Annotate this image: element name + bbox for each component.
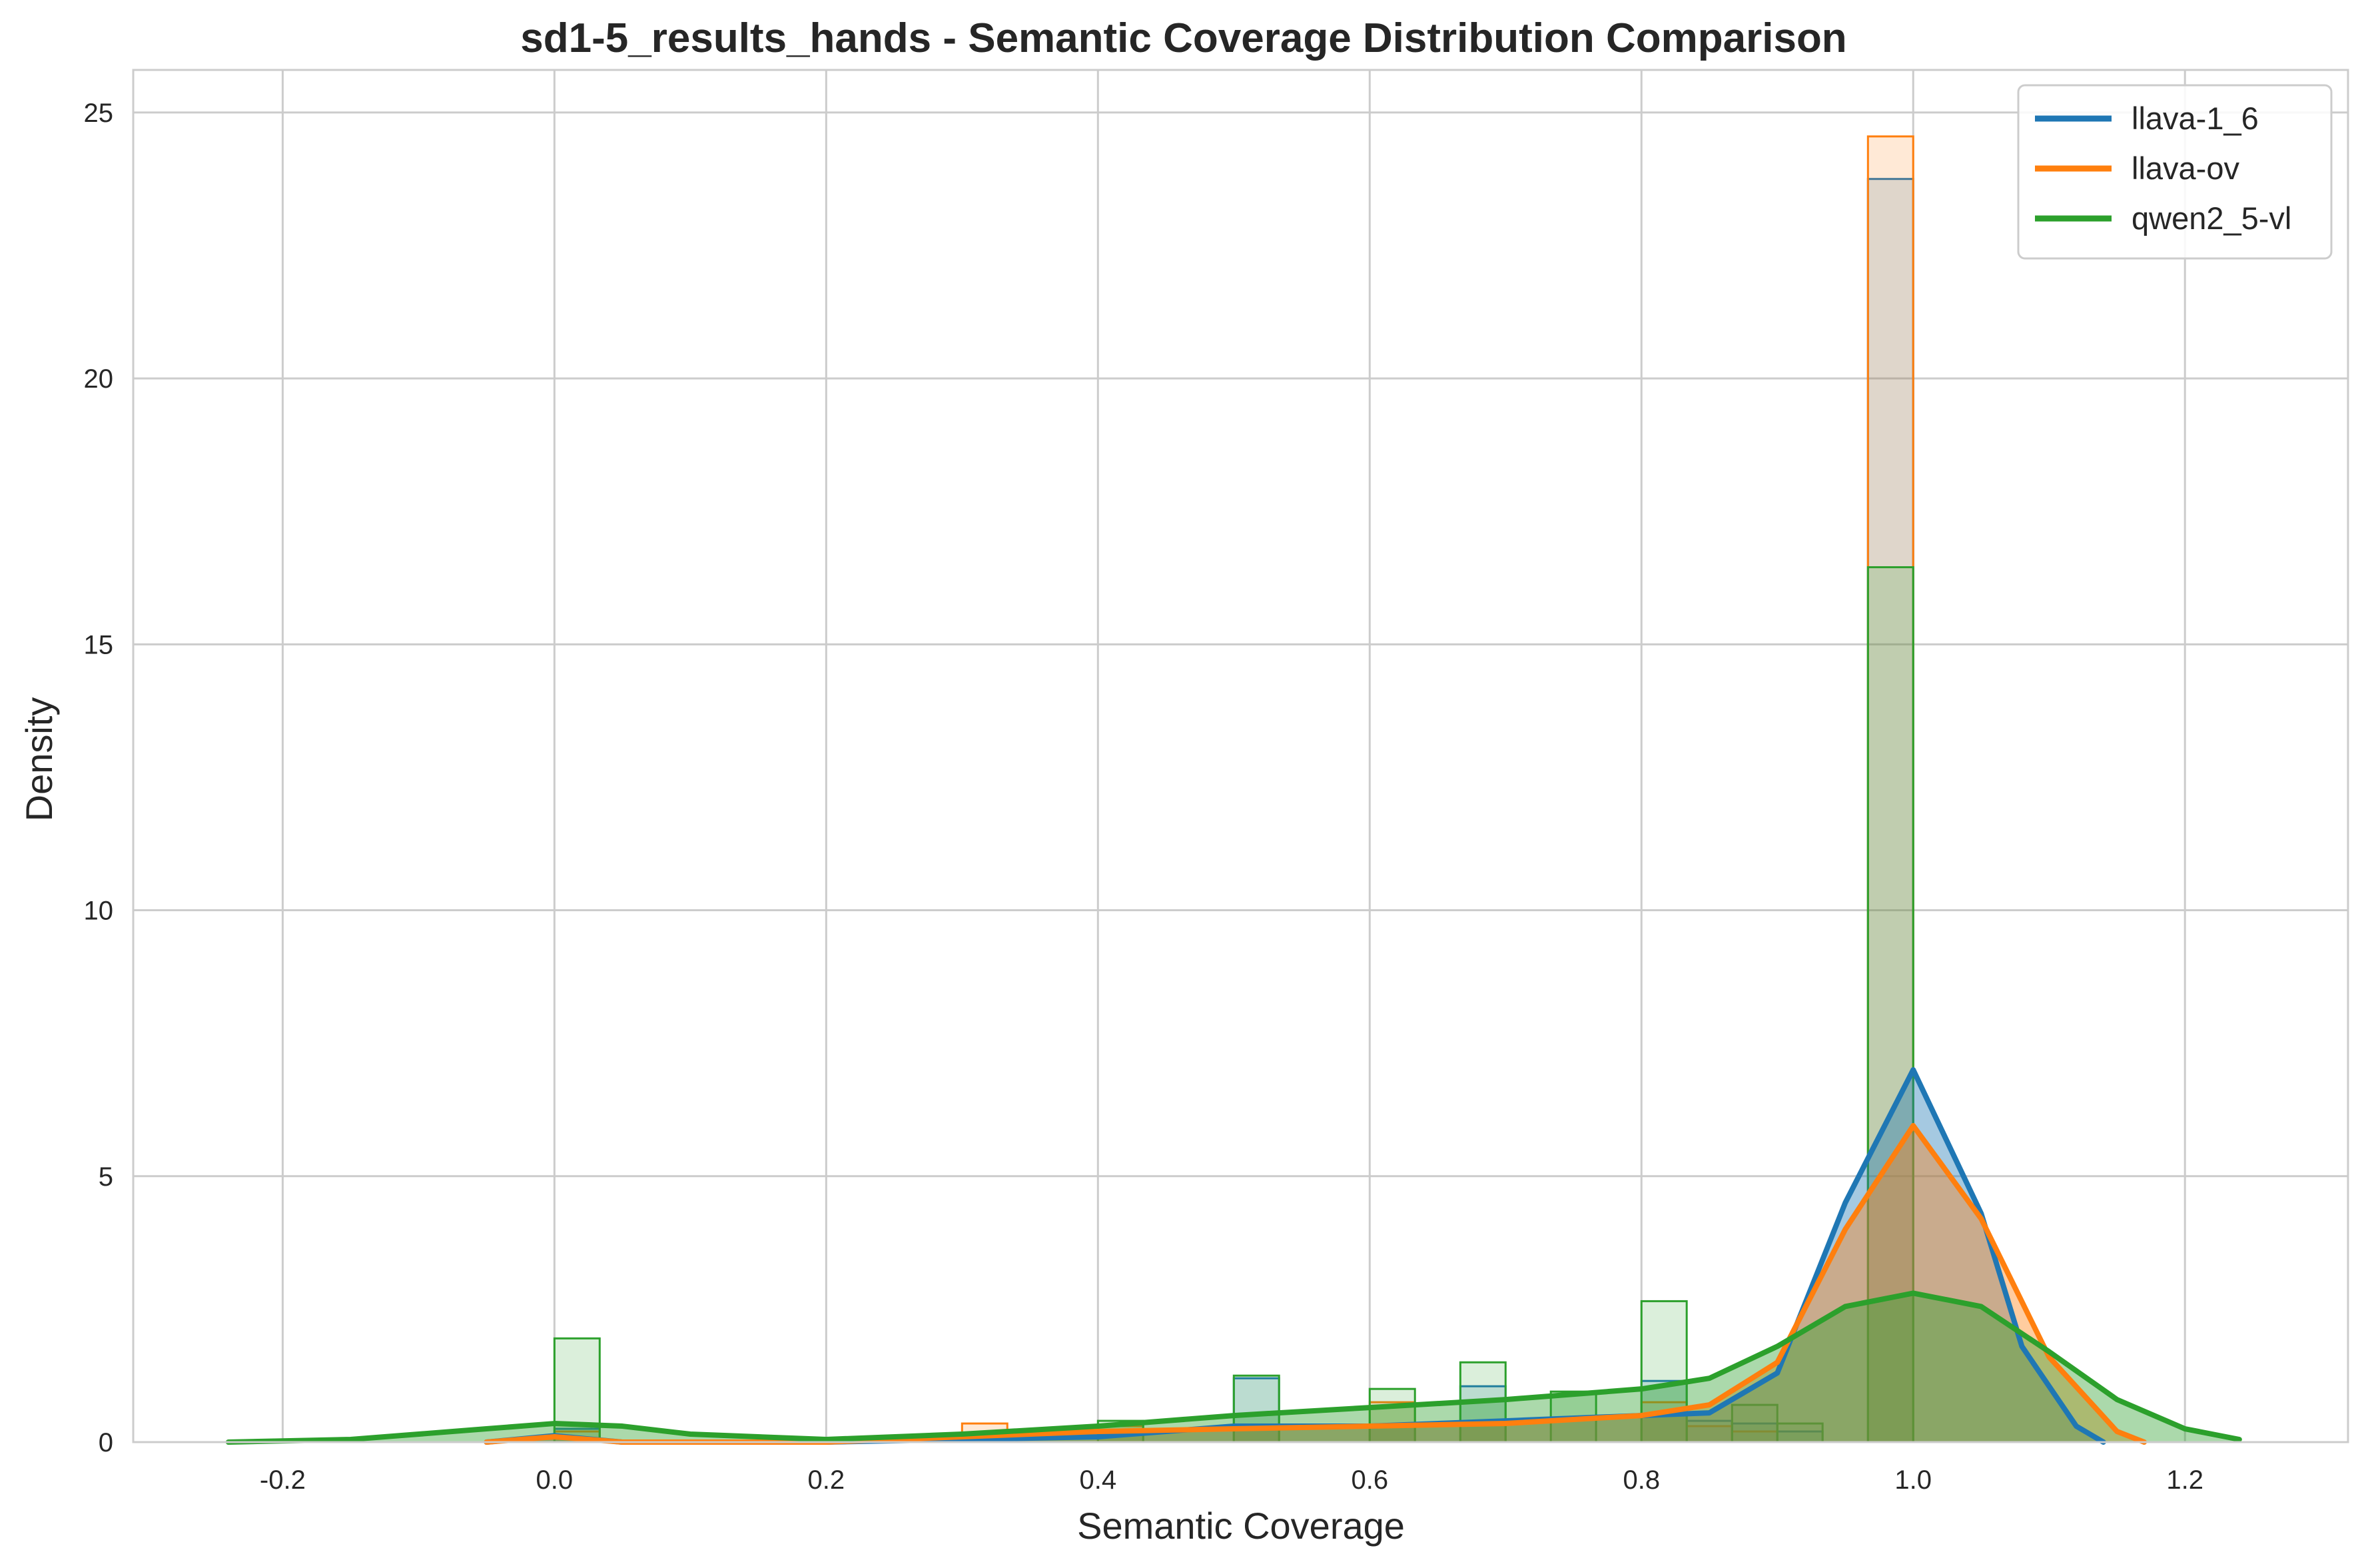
- x-axis-label: Semantic Coverage: [1077, 1505, 1405, 1547]
- hist-bar-llava-1_6: [1459, 1385, 1507, 1443]
- grid: [133, 70, 2348, 1443]
- hist-bar-qwen2_5-vl: [1368, 1387, 1416, 1443]
- legend-label: llava-ov: [2132, 151, 2239, 186]
- y-ticks: 0 5 10 15 20 25: [84, 99, 114, 1457]
- x-ticks: -0.2 0.0 0.2 0.4 0.6 0.8 1.0 1.2: [260, 1465, 2203, 1495]
- x-tick-label: 0.2: [808, 1465, 845, 1495]
- legend-box: [2017, 84, 2333, 260]
- x-tick-label: 0.8: [1623, 1465, 1660, 1495]
- y-tick-label: 15: [84, 630, 114, 659]
- y-tick-label: 0: [99, 1428, 113, 1457]
- x-tick-label: 0.4: [1080, 1465, 1117, 1495]
- y-tick-label: 10: [84, 897, 114, 926]
- y-tick-label: 20: [84, 364, 114, 394]
- histograms: [553, 135, 1914, 1443]
- chart-title: sd1-5_results_hands - Semantic Coverage …: [520, 15, 1846, 61]
- y-tick-label: 25: [84, 99, 114, 128]
- kde-fill-qwen2_5-vl: [228, 1293, 2239, 1442]
- x-tick-label: 1.0: [1894, 1465, 1932, 1495]
- kde-fills: [228, 1070, 2239, 1442]
- hist-bar-llava-1_6: [1866, 178, 1914, 1443]
- legend: llava-1_6 llava-ov qwen2_5-vl: [2017, 84, 2333, 260]
- kde-fill-llava-1_6: [486, 1070, 2104, 1442]
- kde-fill-llava-ov: [486, 1125, 2145, 1442]
- plot-frame: [132, 69, 2349, 1443]
- legend-label: llava-1_6: [2132, 101, 2259, 136]
- y-tick-label: 5: [99, 1162, 113, 1192]
- x-tick-label: -0.2: [260, 1465, 306, 1495]
- x-tick-label: 1.2: [2166, 1465, 2203, 1495]
- hist-bar-qwen2_5-vl: [1776, 1422, 1824, 1443]
- y-axis-label: Density: [18, 697, 60, 822]
- x-tick-label: 0.6: [1351, 1465, 1388, 1495]
- x-tick-label: 0.0: [536, 1465, 574, 1495]
- legend-label: qwen2_5-vl: [2132, 200, 2291, 236]
- hist-bar-llava-ov: [1866, 135, 1914, 1443]
- kde-line-qwen2_5-vl: [225, 1290, 2242, 1445]
